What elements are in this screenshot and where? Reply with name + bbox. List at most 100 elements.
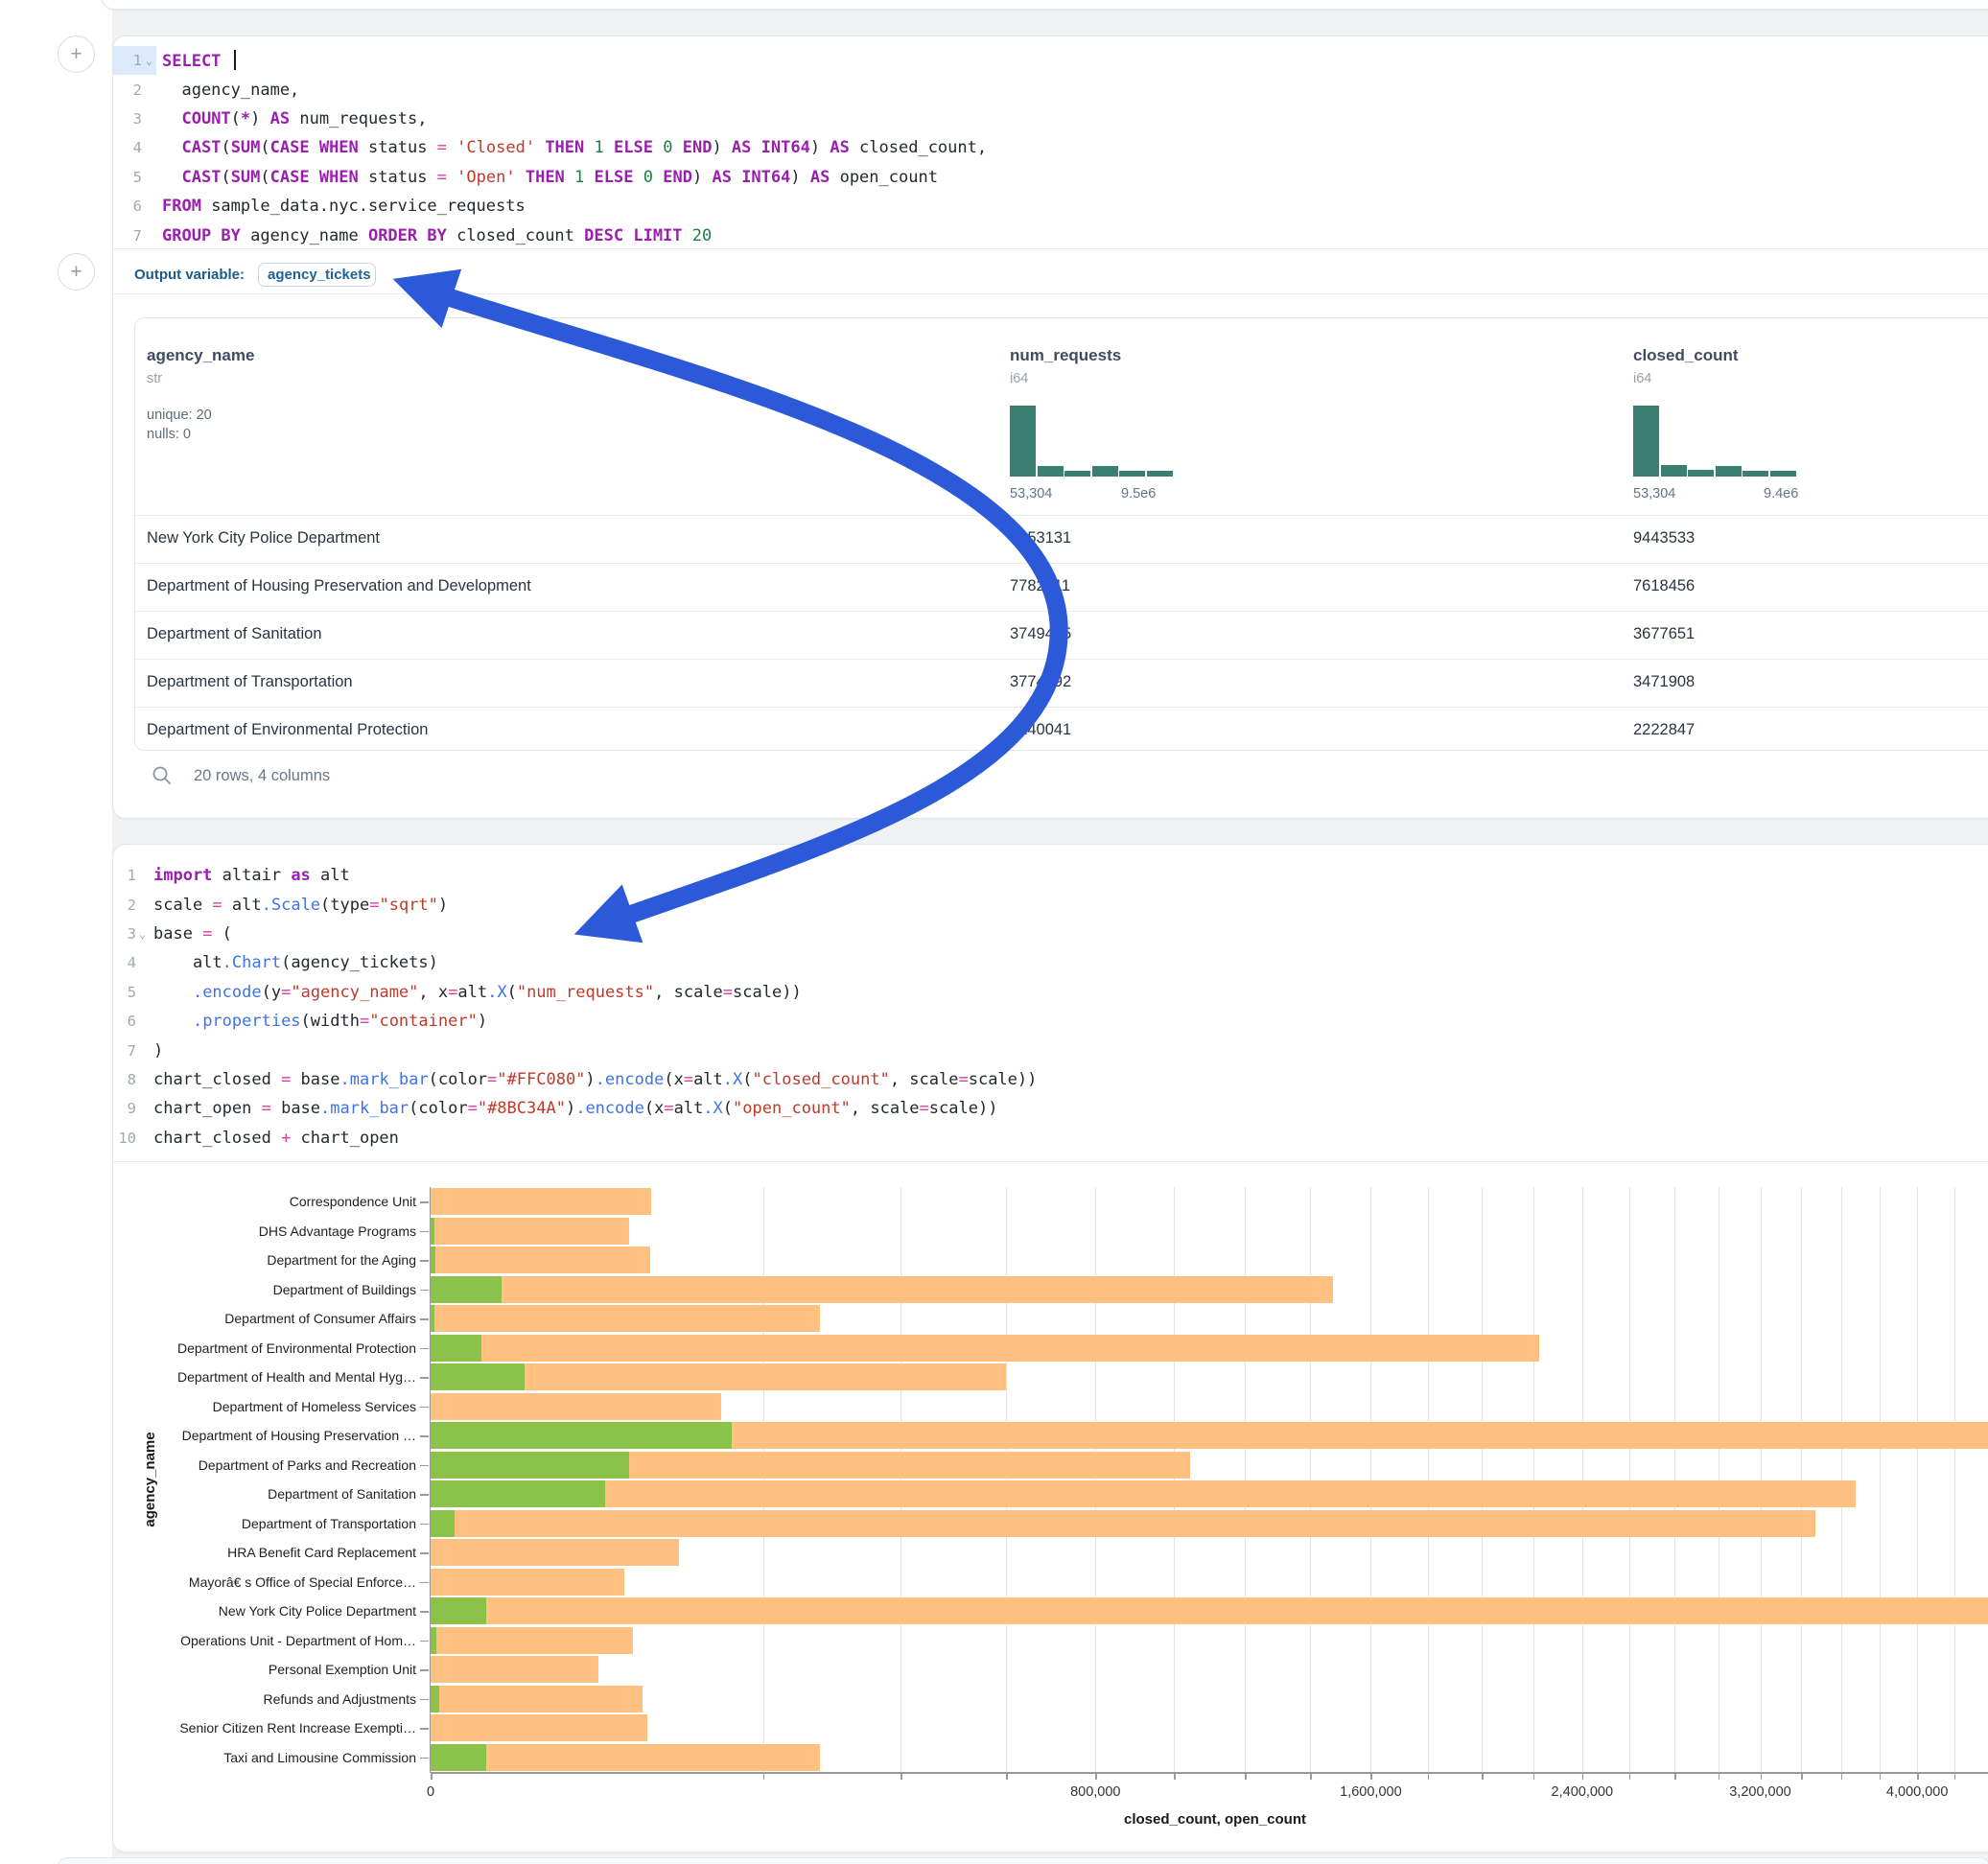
gridline bbox=[1760, 1187, 1762, 1772]
table-cell: 3677651 bbox=[1633, 625, 1696, 642]
gridline bbox=[1879, 1187, 1881, 1772]
column-stat: unique: 20 bbox=[147, 408, 212, 423]
table-row: Department of Sanitation 3749485 3677651 bbox=[135, 611, 1988, 659]
chart-bar-closed bbox=[431, 1217, 629, 1245]
collapse-chevron-icon[interactable]: ⌄ bbox=[138, 926, 147, 941]
y-axis-label: Department of Sanitation bbox=[268, 1486, 416, 1502]
line-number: 6 bbox=[127, 1013, 136, 1031]
gridline bbox=[1628, 1187, 1630, 1772]
table-cell: 2240041 bbox=[1010, 721, 1072, 738]
histogram-bar bbox=[1715, 466, 1742, 477]
x-axis-tick bbox=[1532, 1773, 1535, 1780]
x-axis-title: closed_count, open_count bbox=[1123, 1811, 1307, 1828]
y-axis-label: DHS Advantage Programs bbox=[258, 1223, 416, 1239]
y-axis-label: Department of Buildings bbox=[272, 1281, 416, 1297]
chart-bar-closed bbox=[431, 1539, 680, 1566]
column-header-num-requests[interactable]: num_requests i64 bbox=[1010, 318, 1585, 386]
chart-bar-closed bbox=[431, 1509, 1816, 1537]
column-type: str bbox=[147, 371, 163, 386]
x-axis-tick-label: 3,200,000 bbox=[1729, 1784, 1791, 1800]
chart-bar-open bbox=[431, 1217, 434, 1245]
collapse-chevron-icon[interactable]: ⌄ bbox=[145, 54, 153, 68]
x-axis-tick bbox=[1482, 1773, 1484, 1780]
gridline bbox=[762, 1187, 764, 1772]
histogram bbox=[1010, 404, 1174, 477]
y-axis-tick bbox=[420, 1523, 429, 1526]
python-code-editor[interactable]: 1 import altair as alt 2 scale = alt.Scale(… bbox=[113, 861, 1988, 1153]
chart-bar-open bbox=[431, 1334, 481, 1362]
y-axis-tick bbox=[420, 1260, 429, 1262]
y-axis-tick bbox=[420, 1640, 429, 1643]
column-name: closed_count bbox=[1633, 346, 1739, 364]
gridline bbox=[1482, 1187, 1484, 1772]
table-cell: 2222847 bbox=[1633, 721, 1696, 738]
table-row: Department of Housing Preservation and D… bbox=[135, 563, 1988, 611]
chart-bar-open bbox=[431, 1597, 486, 1624]
histogram-max-label: 9.4e6 bbox=[1764, 486, 1799, 501]
y-axis-label: Department of Homeless Services bbox=[212, 1398, 416, 1414]
x-axis-tick-label: 2,400,000 bbox=[1551, 1784, 1614, 1800]
y-axis-label: Department of Parks and Recreation bbox=[198, 1456, 416, 1473]
chart-bar-open bbox=[431, 1363, 525, 1390]
table-body: New York City Police Department 9453131 94… bbox=[135, 515, 1988, 750]
table-row: New York City Police Department 9453131 94… bbox=[135, 515, 1988, 563]
column-header-closed-count[interactable]: closed_count i64 bbox=[1633, 318, 1988, 386]
y-axis-label: Department of Environmental Protection bbox=[176, 1340, 416, 1356]
code-line: 4 CAST(SUM(CASE WHEN status = 'Closed' T… bbox=[113, 133, 1988, 162]
line-number: 1 bbox=[127, 867, 136, 885]
line-number: 4 bbox=[132, 139, 142, 157]
chart-bar-closed bbox=[431, 1363, 1007, 1390]
y-axis-ticks bbox=[420, 1187, 430, 1772]
x-axis-tick bbox=[1095, 1773, 1097, 1780]
column-name: agency_name bbox=[147, 346, 255, 364]
y-axis-line bbox=[430, 1187, 431, 1773]
add-cell-button[interactable]: + bbox=[58, 253, 95, 291]
output-variable-pill[interactable]: agency_tickets bbox=[258, 262, 377, 287]
y-axis-tick bbox=[420, 1698, 429, 1701]
table-cell: Department of Sanitation bbox=[147, 625, 322, 642]
code-line: 6 .properties(width="container") bbox=[113, 1007, 1988, 1036]
line-number: 2 bbox=[127, 896, 136, 914]
y-axis-tick bbox=[420, 1406, 429, 1409]
chart-bar-closed bbox=[431, 1656, 598, 1683]
chart-bar-open bbox=[431, 1422, 732, 1449]
chart-bar-open bbox=[431, 1305, 434, 1332]
gridline bbox=[1245, 1187, 1247, 1772]
chart-bar-closed bbox=[431, 1480, 1857, 1507]
x-axis-line bbox=[431, 1772, 1988, 1774]
table-cell: 3749485 bbox=[1010, 625, 1072, 642]
chart-bar-closed bbox=[431, 1334, 1539, 1362]
y-axis-tick bbox=[420, 1201, 429, 1203]
y-axis-tick bbox=[420, 1552, 429, 1554]
histogram-bar bbox=[1146, 471, 1173, 477]
y-axis-label: Mayorâ€ s Office of Special Enforce… bbox=[188, 1573, 416, 1590]
x-axis-tick bbox=[1879, 1773, 1882, 1780]
y-axis-labels: Correspondence Unit DHS Advantage Program… bbox=[115, 1187, 416, 1772]
x-axis-tick bbox=[1760, 1773, 1762, 1780]
x-axis-tick-labels: 0 800,000 1,600,000 2,400,000 3,200,000 4,000… bbox=[427, 1784, 1988, 1804]
y-axis-tick bbox=[420, 1464, 429, 1467]
column-header-agency-name[interactable]: agency_name str unique: 20 nulls: 0 bbox=[147, 318, 991, 442]
x-axis-tick bbox=[1427, 1773, 1430, 1780]
column-type: i64 bbox=[1633, 371, 1652, 386]
gridline bbox=[1674, 1187, 1675, 1772]
search-icon[interactable] bbox=[152, 765, 173, 786]
chart-bar-open bbox=[431, 1509, 455, 1537]
table-cell: 3774892 bbox=[1010, 673, 1072, 690]
y-axis-title: agency_name bbox=[142, 1432, 158, 1527]
x-axis-tick bbox=[1581, 1773, 1584, 1780]
sql-code-editor[interactable]: 1 ⌄ SELECT 2 agency_name, 3 COUNT(*) AS num_… bbox=[113, 46, 1988, 250]
chart-bar-open bbox=[431, 1626, 436, 1654]
code-line: 4 alt.Chart(agency_tickets) bbox=[113, 948, 1988, 977]
add-cell-button[interactable]: + bbox=[58, 35, 95, 73]
histogram-bar bbox=[1688, 470, 1714, 477]
x-axis-tick bbox=[1370, 1773, 1372, 1780]
x-axis-tick-label: 1,600,000 bbox=[1340, 1784, 1402, 1800]
line-number: 5 bbox=[127, 983, 136, 1001]
output-variable-row: Output variable: agency_tickets bbox=[134, 257, 377, 291]
y-axis-tick bbox=[420, 1757, 429, 1759]
histogram-bar bbox=[1633, 406, 1659, 477]
y-axis-tick bbox=[420, 1581, 429, 1584]
column-type: i64 bbox=[1010, 371, 1029, 386]
